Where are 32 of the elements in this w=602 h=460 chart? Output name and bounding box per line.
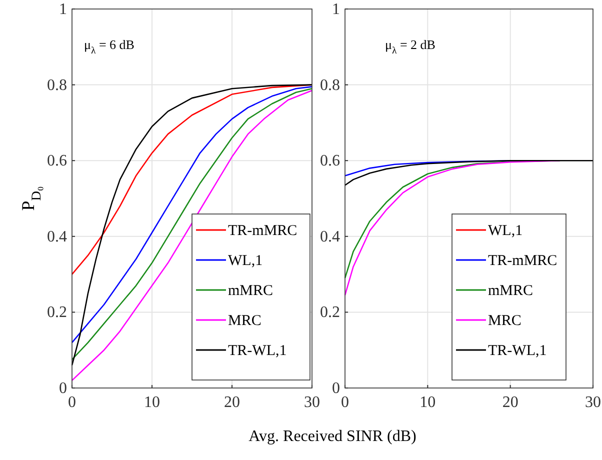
legend-label: TR-WL,1 [228,343,287,359]
legend-label: WL,1 [228,253,263,269]
legend-label: TR-mMRC [488,253,558,269]
y-tick-label: 0.4 [47,228,67,246]
legend-label: TR-WL,1 [488,343,547,359]
y-tick-label: 1 [332,1,340,18]
x-tick-label: 20 [224,394,240,411]
x-tick-label: 30 [304,394,320,411]
legend-label: MRC [488,313,522,329]
line-series [344,160,594,186]
y-tick-label: 0 [59,380,67,397]
x-axis-title: Avg. Received SINR (dB) [248,428,416,445]
annotation: μ$_{λ}$ = 2 dB [385,37,436,57]
legend-label: mMRC [488,283,534,299]
y-tick-label: 0 [332,380,340,397]
y-tick-label: 0.6 [320,152,340,170]
annotation: μ$_{λ}$ = 6 dB [84,37,135,57]
legend-label: WL,1 [488,223,523,239]
y-tick-label: 1 [59,1,67,18]
y-tick-label: 0.8 [320,76,340,94]
x-tick-label: 30 [585,394,601,411]
y-tick-label: 0.2 [47,304,67,322]
x-tick-label: 10 [144,394,160,411]
y-tick-label: 0.8 [47,76,67,94]
x-tick-label: 10 [420,394,436,411]
x-tick-label: 20 [502,394,518,411]
legend-label: mMRC [228,283,274,299]
y-tick-label: 0.6 [47,152,67,170]
legend-label: MRC [228,313,262,329]
legend-label: TR-mMRC [228,223,298,239]
y-tick-label: 0.4 [320,228,340,246]
y-tick-label: 0.2 [320,304,340,322]
